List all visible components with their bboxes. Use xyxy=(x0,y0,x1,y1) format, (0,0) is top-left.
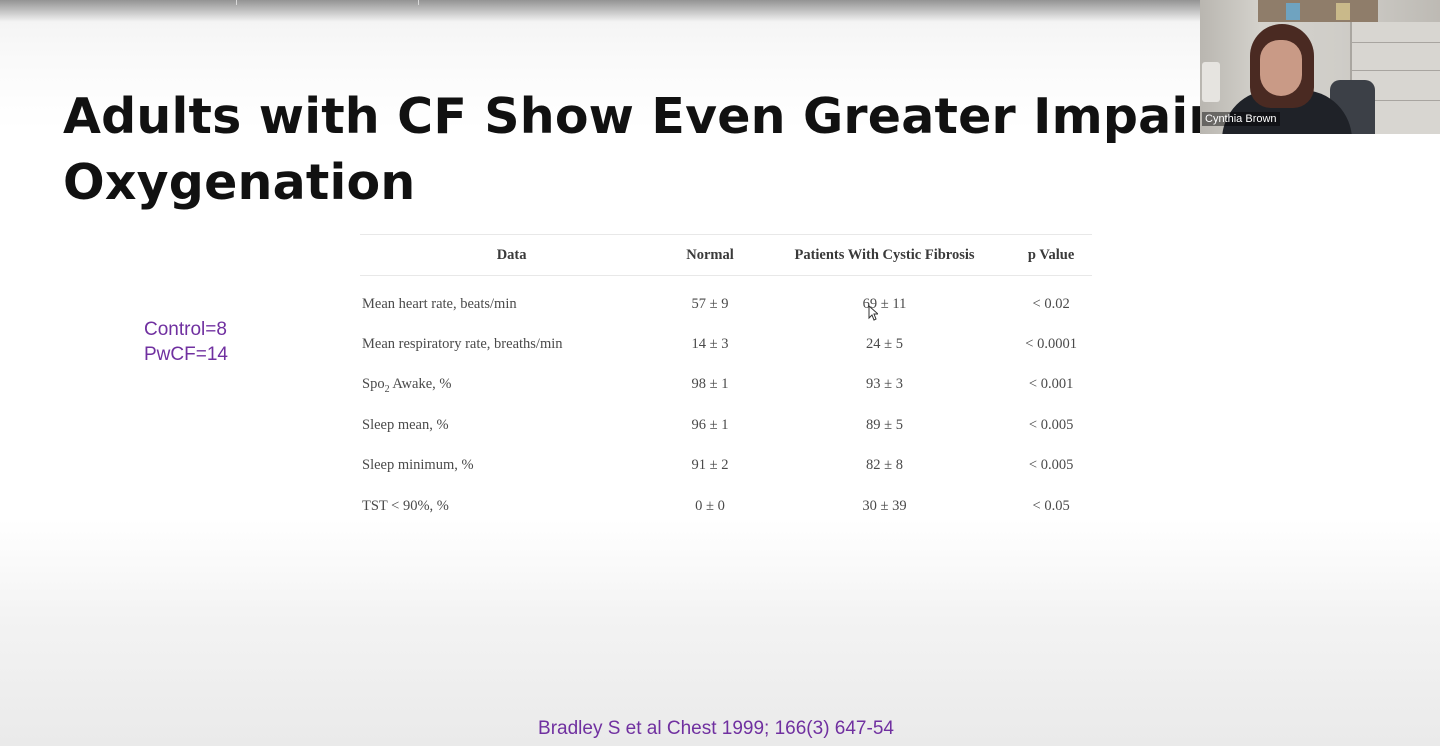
p-value: < 0.005 xyxy=(1028,416,1074,433)
row-label: Spo2 Awake, % xyxy=(360,365,661,405)
row-label: TST < 90%, % xyxy=(362,497,449,514)
cf-value: 24 ± 5 xyxy=(866,336,903,353)
column-header-data: Data xyxy=(360,234,662,276)
p-value: < 0.0001 xyxy=(1025,336,1077,353)
slide-title: Adults with CF Show Even Greater Impairm… xyxy=(63,84,1426,216)
cf-value: 82 ± 8 xyxy=(866,457,903,474)
row-label-subscript: 2 xyxy=(384,383,390,395)
normal-value: 91 ± 2 xyxy=(691,457,729,474)
cf-value: 89 ± 5 xyxy=(866,416,903,433)
row-label: Mean respiratory rate, breaths/min xyxy=(362,336,563,353)
slide-title-line-2: Oxygenation xyxy=(63,154,416,211)
oxygenation-data-table: Data Normal Patients With Cystic Fibrosi… xyxy=(360,234,1092,526)
normal-value: 0 ± 0 xyxy=(695,497,725,514)
sample-counts: Control=8 PwCF=14 xyxy=(144,317,228,367)
normal-value: 98 ± 1 xyxy=(691,376,729,393)
column-header-normal: Normal xyxy=(661,234,759,276)
table-row: Sleep minimum, % 91 ± 2 82 ± 8 < 0.005 xyxy=(360,446,1092,486)
cf-value: 69 ± 11 xyxy=(862,295,907,312)
participant-name-label: Cynthia Brown xyxy=(1202,112,1280,126)
table-row: Spo2 Awake, % 98 ± 1 93 ± 3 < 0.001 xyxy=(360,365,1092,405)
pwcf-count: PwCF=14 xyxy=(144,344,228,365)
cabinet-drawer-line xyxy=(1352,42,1440,43)
cabinet-drawer-line xyxy=(1352,100,1440,101)
row-label-prefix: Spo xyxy=(362,375,385,392)
p-value: < 0.005 xyxy=(1028,457,1074,474)
table-header-row: Data Normal Patients With Cystic Fibrosi… xyxy=(360,234,1092,276)
video-lamp xyxy=(1202,62,1220,102)
top-shadow-strip xyxy=(0,0,1440,22)
control-count: Control=8 xyxy=(144,319,227,340)
cf-value: 93 ± 3 xyxy=(866,376,903,393)
row-label: Sleep mean, % xyxy=(362,416,449,433)
table-row: Sleep mean, % 96 ± 1 89 ± 5 < 0.005 xyxy=(360,405,1092,445)
row-label: Sleep minimum, % xyxy=(362,457,474,474)
shelf-object xyxy=(1336,3,1350,20)
table-row: Mean heart rate, beats/min 57 ± 9 69 ± 1… xyxy=(360,276,1092,325)
table-row: Mean respiratory rate, breaths/min 14 ± … xyxy=(360,324,1092,364)
cabinet-drawer-line xyxy=(1352,70,1440,71)
strip-divider xyxy=(418,0,419,5)
column-header-p-value: p Value xyxy=(1010,234,1092,276)
normal-value: 57 ± 9 xyxy=(691,295,729,312)
mouse-pointer-icon xyxy=(868,305,878,321)
normal-value: 14 ± 3 xyxy=(691,336,729,353)
column-header-cf: Patients With Cystic Fibrosis xyxy=(758,234,1011,276)
normal-value: 96 ± 1 xyxy=(691,416,729,433)
cf-value: 30 ± 39 xyxy=(862,497,907,514)
shelf-object xyxy=(1286,3,1300,20)
p-value: < 0.001 xyxy=(1028,376,1074,393)
p-value: < 0.05 xyxy=(1032,497,1070,514)
video-shelf xyxy=(1258,0,1378,22)
participant-video-tile[interactable]: Cynthia Brown xyxy=(1200,0,1440,134)
citation: Bradley S et al Chest 1999; 166(3) 647-5… xyxy=(538,718,894,739)
strip-divider xyxy=(236,0,237,5)
row-label-suffix: Awake, % xyxy=(389,375,452,392)
p-value: < 0.02 xyxy=(1032,295,1070,312)
row-label: Mean heart rate, beats/min xyxy=(362,295,517,312)
participant-face xyxy=(1260,40,1302,96)
slide-title-line-1: Adults with CF Show Even Greater Impairm… xyxy=(63,88,1426,145)
table-row: TST < 90%, % 0 ± 0 30 ± 39 < 0.05 xyxy=(360,486,1092,526)
